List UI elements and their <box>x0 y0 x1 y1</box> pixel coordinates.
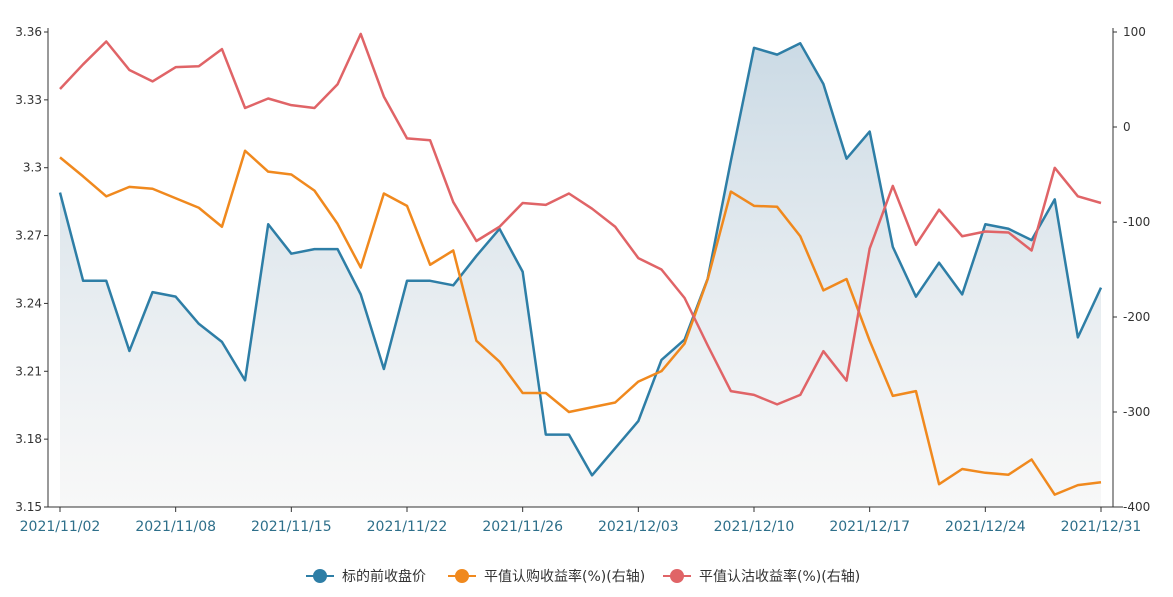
x-tick-label: 2021/12/24 <box>945 519 1026 535</box>
x-tick-label: 2021/12/03 <box>598 519 679 535</box>
right-tick-label: -400 <box>1123 500 1150 514</box>
x-tick-label: 2021/12/10 <box>714 519 795 535</box>
price-area-layer <box>60 43 1101 508</box>
axes-layer: 3.15 3.18 3.21 3.24 3.27 3.3 3.33 3.36 -400 -300 -… <box>15 25 1150 535</box>
right-tick-label: 0 <box>1123 120 1131 134</box>
x-tick-label: 2021/11/22 <box>367 519 448 535</box>
legend-label-2: 平值认沽收益率(%)(右轴) <box>699 568 860 585</box>
left-tick-label: 3.18 <box>15 432 42 446</box>
series-line-1 <box>59 149 1102 496</box>
x-tick-label: 2021/12/31 <box>1061 519 1142 535</box>
series-layer <box>58 32 1103 496</box>
left-tick-label: 3.24 <box>15 296 42 310</box>
legend-marker-0 <box>313 569 327 583</box>
left-tick-label: 3.36 <box>15 25 42 39</box>
x-tick-label: 2021/12/17 <box>829 519 910 535</box>
right-tick-label: -200 <box>1123 310 1150 324</box>
x-tick-label: 2021/11/08 <box>135 519 216 535</box>
left-tick-label: 3.21 <box>15 364 42 378</box>
left-tick-label: 3.3 <box>23 161 42 175</box>
legend: 标的前收盘价 平值认购收益率(%)(右轴) 平值认沽收益率(%)(右轴) <box>306 568 860 585</box>
right-tick-label: -100 <box>1123 215 1150 229</box>
price-area-fill <box>60 43 1101 508</box>
legend-marker-2 <box>670 569 684 583</box>
legend-marker-1 <box>455 569 469 583</box>
right-tick-label: 100 <box>1123 25 1146 39</box>
x-tick-label: 2021/11/02 <box>20 519 101 535</box>
left-tick-label: 3.33 <box>15 93 42 107</box>
legend-label-0: 标的前收盘价 <box>342 568 426 585</box>
series-line-2 <box>59 32 1102 406</box>
series-line-0 <box>58 42 1103 477</box>
left-tick-label: 3.27 <box>15 229 42 243</box>
right-tick-label: -300 <box>1123 405 1150 419</box>
legend-label-1: 平值认购收益率(%)(右轴) <box>484 568 645 585</box>
x-tick-label: 2021/11/26 <box>482 519 563 535</box>
x-tick-label: 2021/11/15 <box>251 519 332 535</box>
left-tick-label: 3.15 <box>15 500 42 514</box>
